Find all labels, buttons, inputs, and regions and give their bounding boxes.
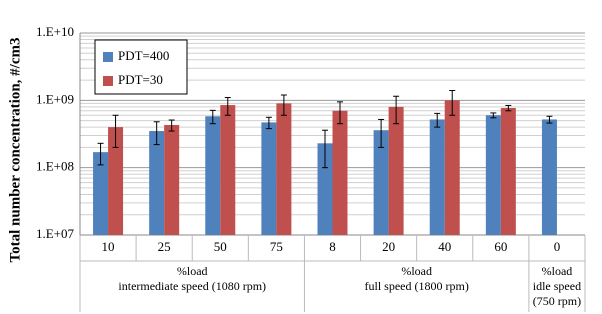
group-label: idle speed xyxy=(533,279,581,293)
error-bar xyxy=(209,109,216,125)
error-bar xyxy=(322,129,328,169)
bar xyxy=(485,115,501,235)
group-label: %load xyxy=(177,264,208,278)
bar xyxy=(164,125,180,235)
error-bar xyxy=(546,115,553,124)
y-tick-label: 1.E+09 xyxy=(36,91,74,106)
bar xyxy=(93,152,109,235)
error-bar xyxy=(393,95,400,125)
bar xyxy=(205,116,221,235)
error-bar xyxy=(112,114,119,148)
x-tick-label: 40 xyxy=(438,239,451,254)
bar xyxy=(429,119,445,235)
bar xyxy=(261,122,277,235)
group-label: %load xyxy=(401,264,432,278)
bar xyxy=(373,130,389,235)
x-tick-label: 60 xyxy=(494,239,507,254)
error-bar xyxy=(168,119,175,132)
group-label: full speed (1800 rpm) xyxy=(365,279,469,293)
legend-label: PDT=400 xyxy=(118,48,169,63)
bar xyxy=(149,131,165,235)
group-label: intermediate speed (1080 rpm) xyxy=(118,279,266,293)
bar xyxy=(332,110,348,235)
bar xyxy=(500,107,516,235)
bar xyxy=(444,100,460,235)
y-tick-label: 1.E+08 xyxy=(36,159,74,174)
legend: PDT=400 PDT=30 xyxy=(94,39,188,95)
x-tick-label: 20 xyxy=(382,239,395,254)
y-tick-label: 1.E+10 xyxy=(36,24,74,39)
error-bar xyxy=(97,142,104,166)
bar xyxy=(317,143,333,235)
bar xyxy=(388,106,404,235)
error-bar xyxy=(434,112,441,128)
x-tick-label: 10 xyxy=(102,239,115,254)
error-bar xyxy=(505,104,512,112)
bar xyxy=(541,119,557,235)
bar xyxy=(220,105,236,236)
error-bar xyxy=(337,101,343,125)
x-tick-label: 25 xyxy=(158,239,171,254)
bar xyxy=(276,103,292,235)
legend-swatch xyxy=(103,76,113,86)
group-label: %load xyxy=(542,264,573,278)
y-tick-label: 1.E+07 xyxy=(36,226,75,241)
bar xyxy=(108,127,124,235)
x-tick-label: 8 xyxy=(329,239,336,254)
x-tick-label: 75 xyxy=(270,239,283,254)
error-bar xyxy=(378,118,385,148)
error-bar xyxy=(153,121,160,146)
error-bar xyxy=(224,97,231,116)
x-tick-label: 0 xyxy=(554,239,561,254)
error-bar xyxy=(490,112,497,119)
y-axis-label: Total number concentration, #/cm3 xyxy=(7,38,23,263)
legend-label: PDT=30 xyxy=(118,72,163,87)
error-bar xyxy=(280,94,287,116)
x-tick-label: 50 xyxy=(214,239,227,254)
group-label: (750 rpm) xyxy=(533,294,581,308)
error-bar xyxy=(449,89,456,116)
error-bar xyxy=(265,116,272,130)
legend-swatch xyxy=(103,52,113,62)
